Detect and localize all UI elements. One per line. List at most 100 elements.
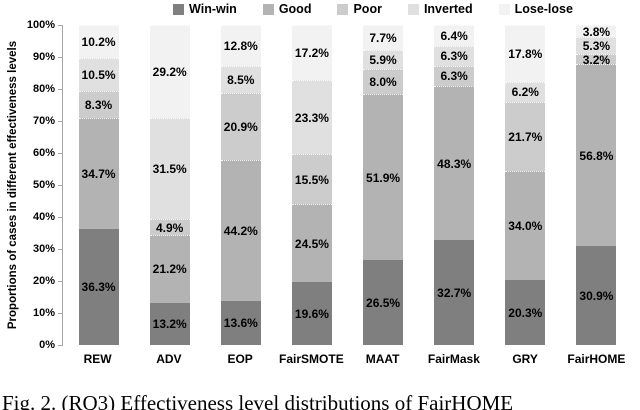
legend-swatch-good: [262, 3, 274, 15]
data-label-poor-fairhome: 3.2%: [582, 52, 611, 67]
data-label-poor-adv: 4.9%: [156, 220, 184, 235]
legend-label-poor: Poor: [353, 2, 382, 16]
segment-inverted-rew: 10.5%: [78, 57, 119, 92]
data-label-poor-rew: 8.3%: [84, 98, 113, 113]
segment-lose-lose-gry: 17.8%: [505, 25, 546, 82]
segment-inverted-maat: 5.9%: [363, 49, 404, 69]
segment-inverted-fairsmote: 23.3%: [291, 79, 332, 155]
segment-inverted-adv: 31.5%: [149, 118, 190, 220]
segment-lose-lose-adv: 29.2%: [149, 25, 190, 119]
segment-poor-fairhome: 3.2%: [576, 52, 617, 67]
legend-item-inverted: Inverted: [407, 2, 473, 16]
data-label-good-fairmask: 48.3%: [437, 156, 472, 171]
data-label-lose-lose-maat: 7.7%: [369, 30, 397, 45]
data-label-inverted-eop: 8.5%: [227, 73, 255, 88]
data-label-poor-maat: 8.0%: [369, 74, 397, 89]
data-label-inverted-fairsmote: 23.3%: [294, 110, 329, 125]
data-label-poor-eop: 20.9%: [223, 120, 258, 135]
x-axis-labels: REW ADV EOP FairSMOTE MAAT FairMask GRY FairHOM…: [62, 352, 632, 366]
y-tick-label-90: 90%: [32, 51, 55, 63]
x-label-maat: MAAT: [365, 352, 400, 366]
bar-slot-fairhome: 30.9% 56.8% 3.2% 5.3% 3.8%: [561, 25, 632, 345]
y-tick-label-10: 10%: [32, 307, 55, 319]
data-label-lose-lose-adv: 29.2%: [152, 65, 187, 80]
data-label-good-maat: 51.9%: [366, 170, 401, 185]
bar-rew: 36.3% 34.7% 8.3% 10.5% 10.2%: [78, 25, 119, 345]
bar-slot-fairsmote: 19.6% 24.5% 15.5% 23.3% 17.2%: [276, 24, 347, 345]
legend-swatch-poor: [337, 3, 349, 15]
y-tick-mark: [58, 120, 63, 122]
legend-item-poor: Poor: [337, 2, 382, 16]
segment-good-gry: 34.0%: [505, 171, 546, 281]
segment-inverted-eop: 8.5%: [220, 65, 261, 94]
segment-win-win-rew: 36.3%: [78, 228, 119, 345]
legend-label-good: Good: [278, 2, 312, 16]
segment-inverted-fairhome: 5.3%: [576, 37, 617, 55]
y-tick-label-60: 60%: [32, 147, 55, 159]
figure-caption: Fig. 2. (RQ3) Effectiveness level distri…: [2, 391, 514, 410]
data-label-win-win-adv: 13.2%: [152, 316, 187, 331]
segment-poor-adv: 4.9%: [149, 219, 190, 235]
legend-item-good: Good: [262, 2, 312, 16]
data-label-lose-lose-rew: 10.2%: [81, 34, 116, 49]
data-label-poor-fairsmote: 15.5%: [294, 172, 329, 187]
legend-label-lose-lose: Lose-lose: [514, 2, 573, 16]
y-tick-label-40: 40%: [32, 211, 55, 223]
data-label-lose-lose-eop: 12.8%: [223, 39, 258, 53]
bar-fairsmote: 19.6% 24.5% 15.5% 23.3% 17.2%: [291, 24, 332, 345]
bar-gry: 20.3% 34.0% 21.7% 6.2% 17.8%: [505, 25, 546, 345]
plot-area: 0% 10% 20% 30% 40% 50% 60% 70% 80% 90% 100% 36.3% 34…: [27, 19, 632, 351]
y-tick-mark: [58, 280, 63, 282]
segment-lose-lose-rew: 10.2%: [78, 25, 119, 58]
data-label-poor-gry: 21.7%: [508, 130, 543, 145]
x-label-eop: EOP: [227, 352, 253, 366]
segment-win-win-fairsmote: 19.6%: [291, 282, 332, 345]
segment-lose-lose-fairsmote: 17.2%: [291, 24, 332, 80]
bar-slot-adv: 13.2% 21.2% 4.9% 31.5% 29.2%: [134, 25, 205, 345]
segment-inverted-fairmask: 6.3%: [434, 45, 475, 66]
data-label-inverted-gry: 6.2%: [511, 85, 539, 100]
segment-win-win-fairhome: 30.9%: [576, 246, 617, 345]
bar-slot-fairmask: 32.7% 48.3% 6.3% 6.3% 6.4%: [419, 25, 490, 345]
x-label-fairmask: FairMask: [427, 352, 480, 366]
segment-win-win-adv: 13.2%: [149, 302, 190, 345]
x-label-fairsmote: FairSMOTE: [279, 352, 344, 366]
data-label-inverted-maat: 5.9%: [369, 52, 397, 67]
segment-good-rew: 34.7%: [78, 117, 119, 229]
legend-swatch-win-win: [173, 3, 185, 15]
data-label-win-win-fairmask: 32.7%: [437, 285, 472, 300]
y-tick-mark: [58, 88, 63, 90]
x-label-fairhome: FairHOME: [567, 352, 626, 366]
y-tick-label-0: 0%: [39, 339, 55, 351]
data-label-good-fairsmote: 24.5%: [294, 236, 329, 251]
segment-poor-fairsmote: 15.5%: [291, 154, 332, 204]
y-tick-mark: [58, 344, 63, 346]
bar-maat: 26.5% 51.9% 8.0% 5.9% 7.7%: [363, 25, 404, 345]
x-label-adv: ADV: [156, 352, 182, 366]
y-tick-label-100: 100%: [26, 19, 55, 31]
segment-good-eop: 44.2%: [220, 160, 261, 302]
segment-win-win-maat: 26.5%: [363, 260, 404, 345]
legend-item-lose-lose: Lose-lose: [498, 2, 573, 16]
y-tick-label-50: 50%: [32, 179, 55, 191]
legend-label-inverted: Inverted: [423, 2, 473, 16]
bar-fairmask: 32.7% 48.3% 6.3% 6.3% 6.4%: [434, 25, 475, 345]
data-label-win-win-fairsmote: 19.6%: [294, 306, 329, 321]
segment-good-fairmask: 48.3%: [434, 85, 475, 241]
data-label-win-win-rew: 36.3%: [81, 279, 116, 294]
segment-lose-lose-fairmask: 6.4%: [434, 25, 475, 46]
data-label-lose-lose-fairmask: 6.4%: [440, 28, 468, 43]
segment-lose-lose-eop: 12.8%: [220, 25, 261, 66]
segment-good-maat: 51.9%: [363, 94, 404, 261]
y-tick-mark: [58, 24, 63, 26]
segment-poor-eop: 20.9%: [220, 93, 261, 161]
y-tick-mark: [58, 248, 63, 250]
data-label-win-win-fairhome: 30.9%: [579, 288, 614, 303]
data-label-good-eop: 44.2%: [223, 224, 258, 239]
data-label-good-adv: 21.2%: [152, 262, 187, 277]
bar-adv: 13.2% 21.2% 4.9% 31.5% 29.2%: [149, 25, 190, 345]
y-tick-mark: [58, 312, 63, 314]
segment-poor-rew: 8.3%: [78, 91, 119, 118]
data-label-lose-lose-fairhome: 3.8%: [582, 24, 611, 39]
